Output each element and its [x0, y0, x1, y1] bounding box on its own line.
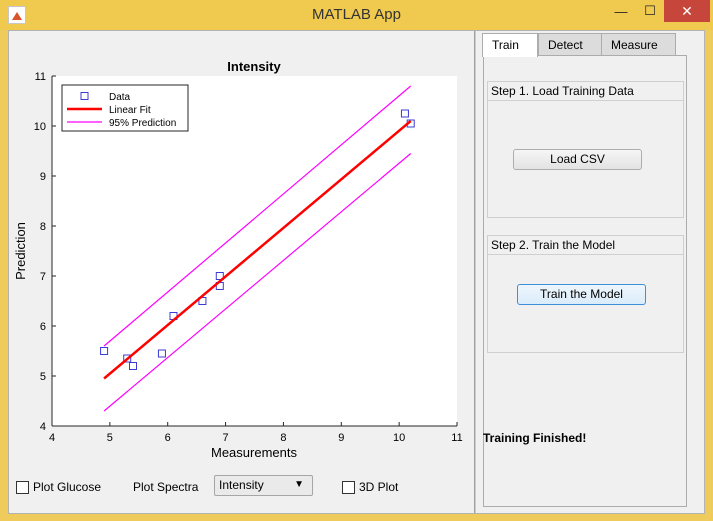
close-button[interactable]: ✕ — [664, 0, 710, 22]
y-tick-label: 8 — [40, 221, 46, 233]
data-point — [400, 109, 409, 118]
y-tick-label: 9 — [40, 171, 46, 183]
x-tick-label: 8 — [280, 432, 286, 444]
x-tick-label: 6 — [165, 432, 171, 444]
3d-plot-checkbox[interactable] — [342, 481, 355, 494]
load-csv-button[interactable]: Load CSV — [513, 149, 642, 170]
plot-spectra-label: Plot Spectra — [133, 480, 199, 494]
x-tick-label: 4 — [49, 432, 55, 444]
matlab-icon — [8, 6, 26, 24]
intensity-chart: Intensity 4 5 6 7 8 9 10 11 4 5 6 7 8 9 10 11 Data Linea… — [13, 59, 463, 460]
y-tick-label: 7 — [40, 271, 46, 283]
minimize-button[interactable]: — — [614, 3, 628, 19]
x-tick-label: 7 — [223, 432, 229, 444]
x-tick-label: 9 — [338, 432, 344, 444]
chart-legend: Data Linear Fit 95% Prediction — [61, 84, 189, 132]
chart-title: Intensity — [227, 59, 281, 74]
prediction-bound-line — [103, 153, 412, 412]
y-tick-label: 4 — [40, 421, 46, 433]
data-point — [157, 349, 166, 358]
plot-glucose-label: Plot Glucose — [33, 480, 102, 494]
y-tick-label: 11 — [35, 71, 46, 83]
step2-title: Step 2. Train the Model — [488, 236, 683, 255]
tab-measure[interactable]: Measure — [601, 33, 676, 56]
legend-data-marker — [80, 92, 89, 100]
y-axis-label: Prediction — [13, 222, 28, 280]
training-status: Training Finished! — [483, 431, 587, 445]
3d-plot-label: 3D Plot — [359, 480, 399, 494]
data-point — [129, 362, 137, 370]
prediction-bound-line — [103, 85, 412, 347]
y-tick-label: 10 — [34, 121, 46, 133]
tab-train[interactable]: Train — [482, 33, 538, 57]
plot-spectra-dropdown[interactable]: Intensity ▼ — [214, 475, 313, 496]
window-title: MATLAB App — [312, 6, 401, 23]
x-axis-label: Measurements — [211, 445, 297, 460]
data-point — [215, 272, 224, 280]
panel-divider — [474, 31, 476, 513]
y-tick-label: 5 — [40, 371, 46, 383]
maximize-button[interactable]: ☐ — [644, 3, 656, 18]
legend-label: Data — [109, 92, 131, 103]
y-tick-label: 6 — [40, 321, 46, 333]
plot-glucose-checkbox[interactable] — [16, 481, 29, 494]
title-bar: MATLAB App — ☐ ✕ — [0, 0, 713, 30]
tab-detect[interactable]: Detect — [538, 33, 602, 56]
x-tick-label: 10 — [393, 432, 405, 444]
step1-title: Step 1. Load Training Data — [488, 82, 683, 101]
plot-spectra-value: Intensity — [219, 478, 264, 492]
dropdown-arrow-icon: ▼ — [294, 479, 304, 490]
app-client-area: Intensity 4 5 6 7 8 9 10 11 4 5 6 7 8 9 10 11 Data Linea… — [8, 30, 705, 514]
legend-label: 95% Prediction — [109, 118, 176, 129]
legend-label: Linear Fit — [109, 105, 151, 116]
x-tick-label: 11 — [451, 432, 462, 444]
x-tick-label: 5 — [107, 432, 113, 444]
linear-fit-line — [103, 120, 412, 380]
data-point — [100, 347, 109, 355]
data-point — [123, 354, 132, 363]
train-model-button[interactable]: Train the Model — [517, 284, 646, 305]
